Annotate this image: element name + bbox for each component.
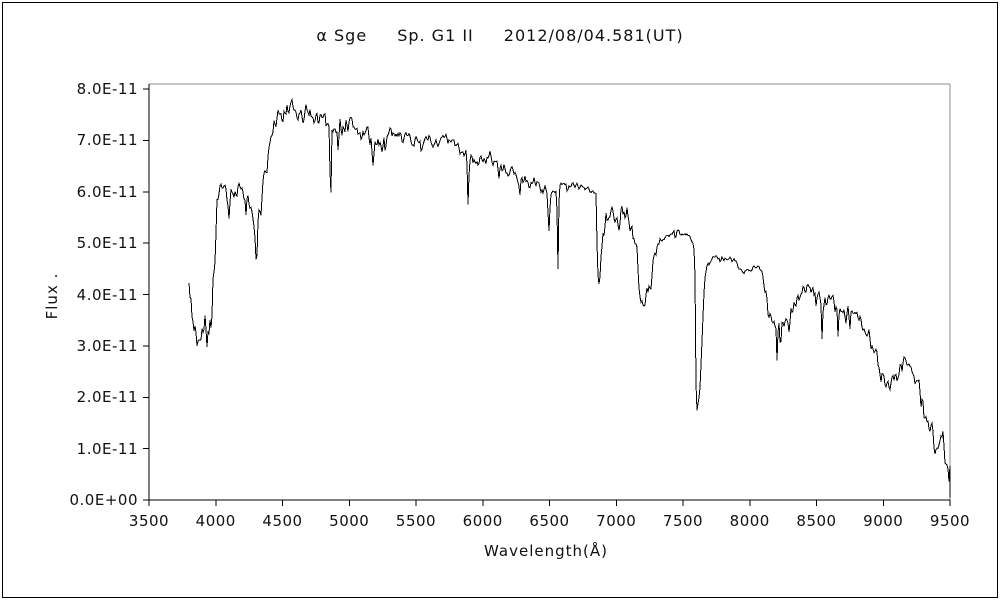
title-star-name: α Sge <box>316 26 368 45</box>
x-tick-label: 5500 <box>395 512 437 530</box>
y-tick-label: 2.0E-11 <box>76 388 138 407</box>
y-tick-label: 7.0E-11 <box>76 131 138 150</box>
y-tick-label: 6.0E-11 <box>76 182 138 201</box>
x-tick-label: 3500 <box>128 512 170 530</box>
y-tick-label: 0.0E+00 <box>69 491 138 509</box>
x-tick-label: 5000 <box>329 512 370 530</box>
x-tick-label: 4500 <box>262 512 303 530</box>
y-tick-label: 8.0E-11 <box>76 80 138 98</box>
y-tick-label: 5.0E-11 <box>76 234 138 253</box>
x-tick-label: 7500 <box>662 512 704 530</box>
title-spectral-type: Sp. G1 II <box>397 26 474 45</box>
x-tick-label: 8500 <box>796 512 837 530</box>
x-axis-label: Wavelength(Å) <box>484 542 608 560</box>
y-tick-label: 1.0E-11 <box>76 439 138 458</box>
x-tick-label: 9000 <box>863 512 904 530</box>
x-tick-label: 4000 <box>195 512 236 530</box>
spectrum-line <box>188 97 951 498</box>
chart-title: α Sge Sp. G1 II 2012/08/04.581(UT) <box>0 26 1000 45</box>
x-tick-label: 8000 <box>729 512 770 530</box>
x-tick-label: 6500 <box>529 512 570 530</box>
x-tick-label: 7000 <box>596 512 637 530</box>
x-tick-label: 6000 <box>462 512 503 530</box>
x-tick-label: 9500 <box>929 512 971 530</box>
title-obs-date: 2012/08/04.581(UT) <box>503 26 684 45</box>
y-tick-label: 3.0E-11 <box>76 336 138 355</box>
y-tick-label: 4.0E-11 <box>76 285 138 304</box>
